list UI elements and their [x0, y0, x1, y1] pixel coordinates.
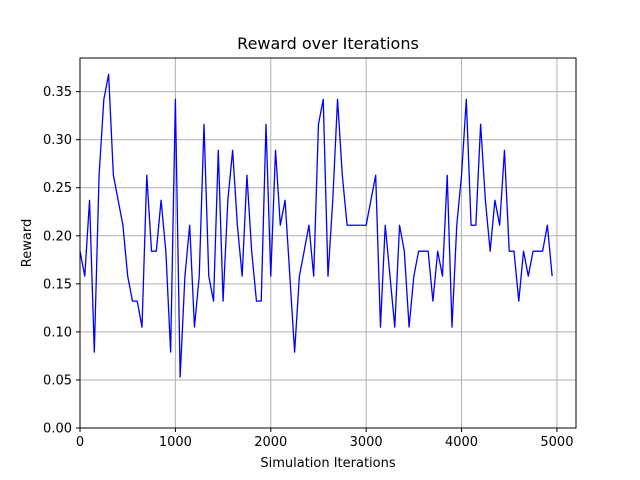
series-layer — [79, 73, 553, 378]
y-axis-label: Reward — [20, 219, 35, 267]
x-tick-label: 1000 — [159, 435, 192, 450]
x-axis-label: Simulation Iterations — [260, 456, 396, 471]
x-tick-label: 5000 — [540, 435, 573, 450]
y-tick-label: 0.15 — [43, 277, 72, 292]
y-tick-label: 0.25 — [43, 181, 72, 196]
x-tick-label: 2000 — [254, 435, 287, 450]
y-tick-label: 0.30 — [43, 133, 72, 148]
x-tick-label: 4000 — [445, 435, 478, 450]
y-tick-label: 0.35 — [43, 85, 72, 100]
y-tick-label: 0.20 — [43, 229, 72, 244]
reward-series-line — [79, 73, 553, 378]
y-tick-label: 0.05 — [43, 373, 72, 388]
y-tick-label: 0.00 — [43, 422, 72, 437]
y-tick-label: 0.10 — [43, 325, 72, 340]
plot-frame — [79, 57, 577, 429]
chart-title: Reward over Iterations — [237, 34, 419, 53]
axis-ticks: 0 1000 2000 3000 4000 5000 0.00 0.05 0.10 0.15 0.2… — [43, 85, 573, 450]
x-tick-label: 0 — [76, 435, 84, 450]
x-tick-label: 3000 — [350, 435, 383, 450]
grid-lines — [79, 58, 576, 429]
